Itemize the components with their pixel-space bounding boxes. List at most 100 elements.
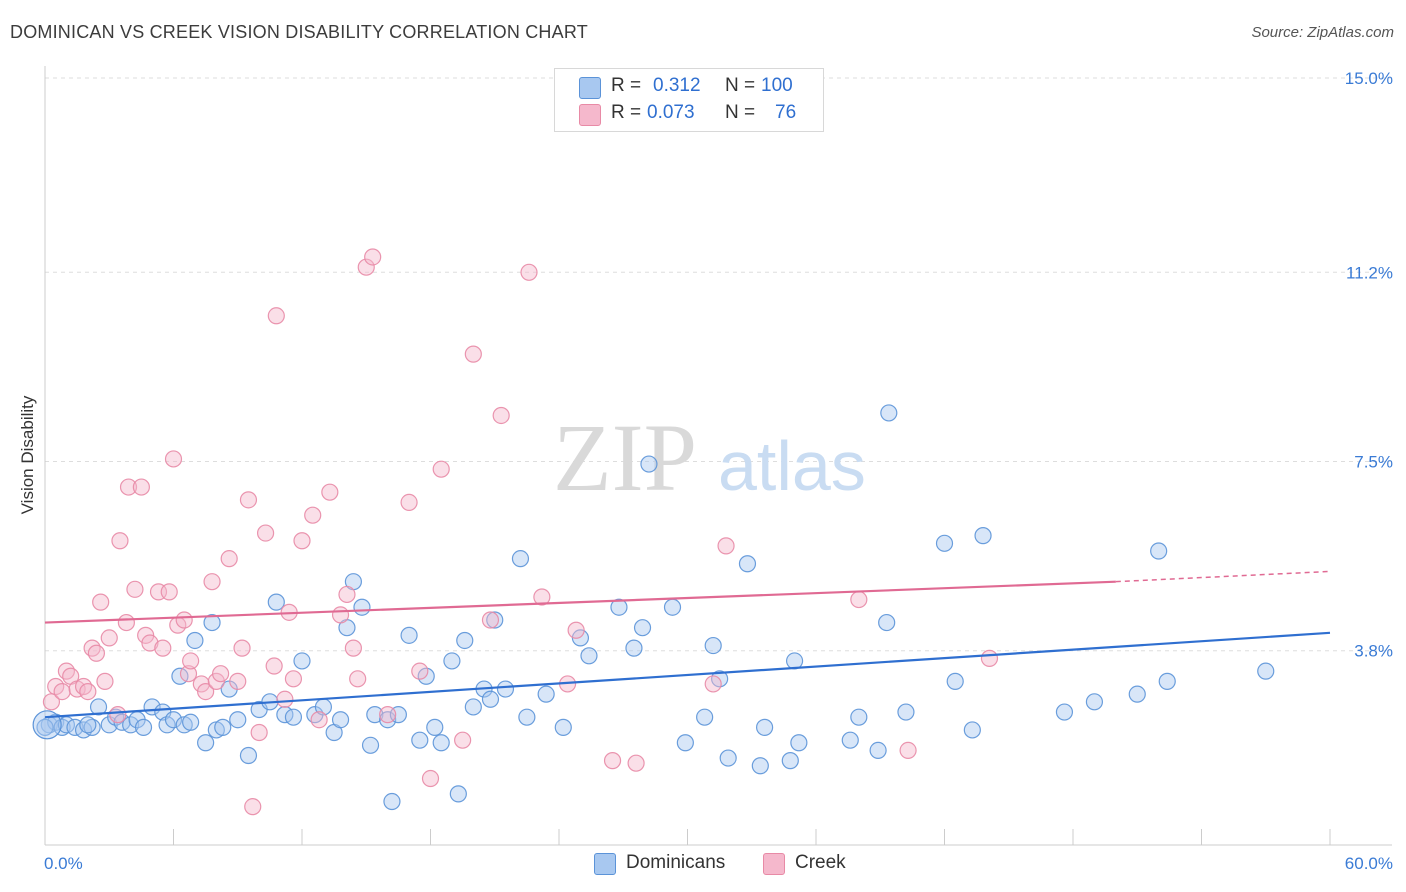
dominicans-point [1085,693,1104,711]
dominicans-point [946,672,964,690]
dominicans-point [214,718,232,736]
dominicans-point [633,619,652,637]
trend-lines [44,570,1331,719]
creek-point [256,524,275,542]
dominicans-point [331,711,350,729]
creek-point [197,682,215,701]
dominicans-point [486,611,504,629]
creek-point [132,478,150,496]
dominicans-point [203,613,221,632]
x-tick-label-max: 60.0% [1345,854,1393,873]
creek-point [87,644,106,662]
dominicans-point [496,680,515,698]
dominicans-point [869,741,887,760]
creek-trend-line [44,580,1116,624]
dominicans-point [640,455,658,473]
legend-n-value: 100 [761,75,793,96]
y-tick-label: 15.0% [1345,69,1393,88]
creek-point [79,682,97,701]
creek-point [229,672,247,690]
dominicans-point [963,721,981,739]
creek-point [321,483,339,501]
dominicans-point [239,746,258,765]
creek-point [310,711,328,729]
creek-point [182,652,200,670]
dominicans-point [897,703,915,721]
dominicans-point [704,636,722,655]
creek-point [212,665,230,683]
creek-point [53,682,71,701]
dominicans-point [361,736,380,754]
creek-point [244,798,262,816]
dominicans-point [449,785,467,803]
legend-swatch-blue [594,853,616,875]
dominicans-point [878,613,896,632]
dominicans-point [400,626,418,644]
dominicans-point [755,718,774,736]
creek-trend-extension [1115,570,1331,583]
creek-point [92,593,110,611]
legend-r-label: R = [611,75,642,96]
dominicans-point [781,752,799,770]
creek-point [980,649,999,667]
creek-point [276,690,294,708]
creek-point [141,634,159,652]
dominicans-point [1158,672,1176,690]
dominicans-point [79,716,97,734]
dominicans-point [426,718,444,736]
series-legend: Dominicans Creek [0,852,1406,878]
dominicans-point [1257,662,1275,680]
creek-point [179,665,198,683]
dominicans-point [1128,685,1146,703]
dominicans-point [1055,703,1074,721]
legend-swatch-pink [579,104,601,126]
dominicans-point [676,734,694,752]
dominicans-point [229,711,247,729]
legend-r-value: 0.312 [653,75,701,96]
dominicans-point [89,698,108,716]
creek-point [284,670,303,688]
dominicans-point [164,711,183,729]
dominicans-point [518,708,536,726]
creek-point [233,639,251,657]
creek-point [267,307,285,325]
dominicans-point [456,631,474,650]
creek-point [533,588,551,606]
creek-point [331,606,350,624]
grid-lines [45,77,1392,652]
dominicans-point [182,713,200,731]
creek-point [111,532,129,550]
creek-point [164,450,183,468]
creek-point [220,550,238,568]
creek-point [357,258,375,276]
creek-point [338,585,356,604]
creek-point [899,741,917,760]
watermark-atlas: atlas [718,427,866,505]
creek-point [304,506,322,524]
dominicans-point [511,550,530,568]
creek-point [239,491,258,509]
dominicans-point [580,647,598,665]
legend-r-value: 0.073 [647,102,695,123]
creek-point [293,532,311,550]
creek-point [400,493,418,512]
creek-point [154,639,172,657]
dominicans-point [383,792,401,811]
dominicans-point [974,527,992,545]
creek-point [119,478,138,496]
dominicans-point [284,708,303,726]
dominicans-point [481,690,500,708]
creek-point [344,639,362,657]
creek-point [492,406,510,425]
creek-point [421,769,440,788]
creek-point [265,657,283,675]
creek-point [126,580,144,598]
creek-point [203,573,221,591]
dominicans-point [293,652,311,670]
creek-point [432,460,450,478]
creek-point [567,621,585,639]
dominicans-point [186,631,204,650]
creek-point [96,672,114,690]
tick-labels: 3.8% 7.5% 11.2% 15.0% 0.0% 60.0% [44,69,1393,873]
creek-point [603,752,622,770]
